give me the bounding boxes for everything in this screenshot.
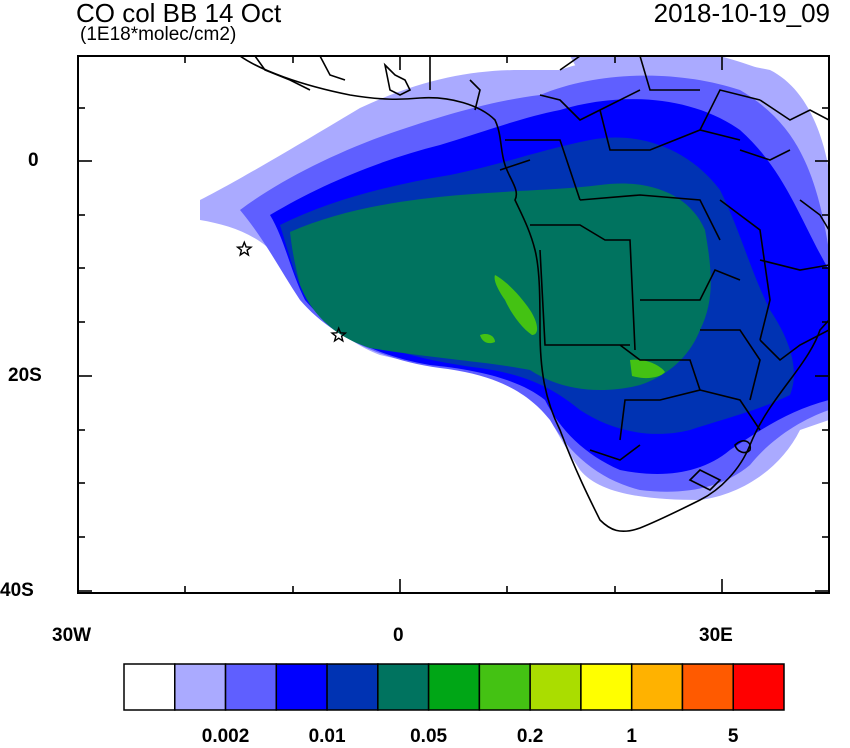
star-marker-2 xyxy=(330,326,348,343)
axis-ticks xyxy=(78,56,829,593)
colorbar xyxy=(123,663,785,711)
colorbar-label: 0.2 xyxy=(516,726,544,747)
colorbar-label: 0.05 xyxy=(410,726,448,747)
colorbar-swatch xyxy=(732,663,785,711)
colorbar-swatch xyxy=(427,663,481,711)
plot-frame xyxy=(77,55,830,594)
colorbar-swatch xyxy=(377,663,430,711)
map-plot-area xyxy=(200,56,829,500)
colorbar-swatch xyxy=(123,663,176,711)
colorbar-swatch xyxy=(681,663,734,711)
x-label-0: 0 xyxy=(393,625,404,646)
colorbar-swatch xyxy=(478,663,531,711)
y-label-0: 0 xyxy=(28,150,39,171)
star-marker-1 xyxy=(235,240,253,257)
x-label-30w: 30W xyxy=(52,625,92,646)
country-borders xyxy=(499,56,829,491)
colorbar-swatch xyxy=(580,663,633,711)
colorbar-label: 0.01 xyxy=(308,726,346,747)
colorbar-swatch xyxy=(275,663,328,711)
plot-timestamp: 2018-10-19_09 xyxy=(653,0,830,28)
plume-level-6a xyxy=(494,275,538,335)
plume-level-6b xyxy=(630,359,665,379)
plume-level-6c xyxy=(480,333,495,344)
colorbar-swatch xyxy=(630,663,684,711)
colorbar-swatch xyxy=(224,663,278,711)
colorbar-label: 0.002 xyxy=(201,726,250,747)
colorbar-label: 5 xyxy=(727,726,739,747)
north-coast-features xyxy=(254,56,829,231)
colorbar-label: 1 xyxy=(626,726,637,747)
plot-units: (1E18*molec/cm2) xyxy=(80,24,237,45)
colorbar-swatch xyxy=(326,663,379,711)
colorbar-swatch xyxy=(174,663,227,711)
plot-title: CO col BB 14 Oct xyxy=(76,0,282,28)
colorbar-swatch xyxy=(529,663,582,711)
marker-layer xyxy=(235,240,348,343)
y-label-20s: 20S xyxy=(8,365,42,386)
y-label-40s: 40S xyxy=(0,580,34,601)
x-label-30e: 30E xyxy=(699,625,733,646)
coastlines xyxy=(239,56,829,532)
africa-coast xyxy=(239,56,829,532)
